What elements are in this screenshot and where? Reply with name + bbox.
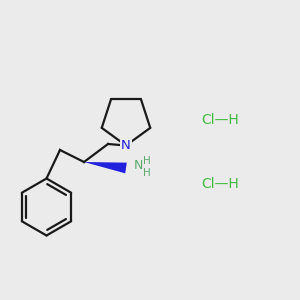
Polygon shape	[84, 162, 127, 173]
Text: Cl—H: Cl—H	[201, 178, 239, 191]
Text: N: N	[121, 139, 131, 152]
Text: Cl—H: Cl—H	[201, 113, 239, 127]
Text: H: H	[143, 167, 151, 178]
Text: N: N	[134, 159, 143, 172]
Text: H: H	[143, 156, 151, 167]
